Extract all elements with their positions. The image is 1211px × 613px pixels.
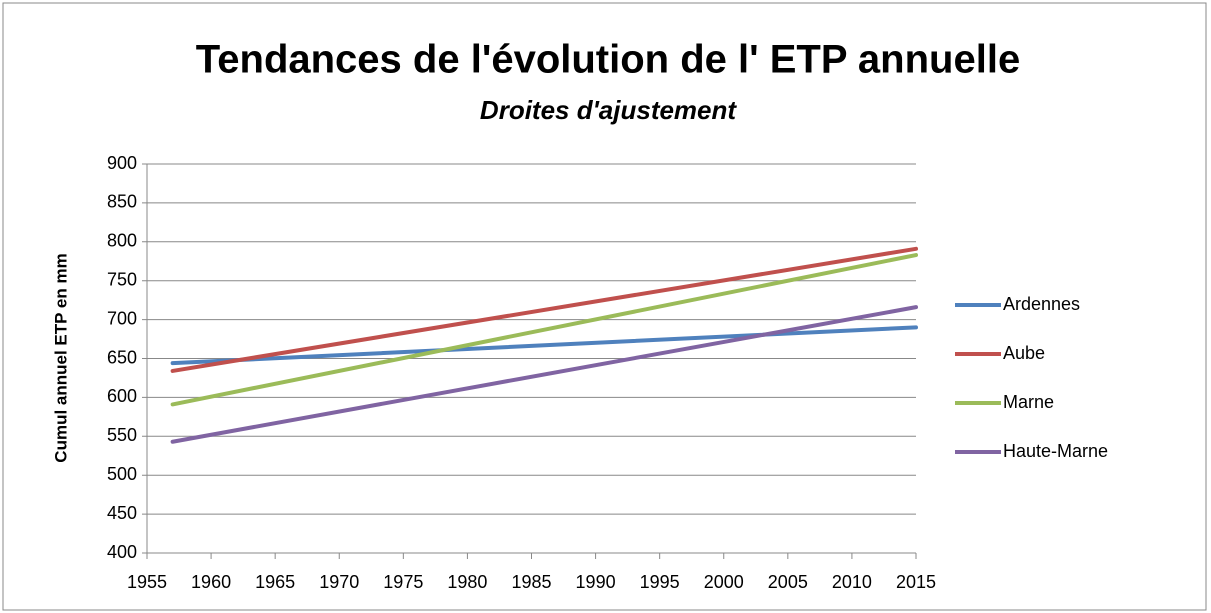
y-tick-label: 600 (107, 386, 137, 406)
x-tick-label: 1995 (640, 572, 680, 592)
x-tick-label: 1985 (511, 572, 551, 592)
x-tick-label: 1970 (319, 572, 359, 592)
y-tick-label: 750 (107, 269, 137, 289)
y-tick-label: 400 (107, 542, 137, 562)
x-tick-label: 2000 (704, 572, 744, 592)
line-series (170, 305, 918, 444)
x-tick-label: 2005 (768, 572, 808, 592)
line-series (170, 253, 918, 407)
x-tick-label: 2010 (832, 572, 872, 592)
legend-label: Ardennes (1003, 294, 1080, 314)
y-tick-label: 850 (107, 192, 137, 212)
x-tick-label: 1960 (191, 572, 231, 592)
legend-label: Haute-Marne (1003, 441, 1108, 461)
y-axis-label: Cumul annuel ETP en mm (51, 253, 70, 462)
legend-label: Marne (1003, 392, 1054, 412)
y-tick-label: 800 (107, 231, 137, 251)
x-tick-label: 1955 (127, 572, 167, 592)
y-tick-label: 700 (107, 308, 137, 328)
x-tick-label: 1965 (255, 572, 295, 592)
x-tick-label: 1975 (383, 572, 423, 592)
y-tick-label: 450 (107, 503, 137, 523)
y-tick-label: 900 (107, 153, 137, 173)
line-series (170, 246, 918, 373)
legend-label: Aube (1003, 343, 1045, 363)
x-tick-label: 2015 (896, 572, 936, 592)
y-tick-label: 650 (107, 347, 137, 367)
y-tick-label: 550 (107, 425, 137, 445)
x-tick-label: 1980 (447, 572, 487, 592)
chart-subtitle: Droites d'ajustement (480, 95, 737, 125)
y-tick-label: 500 (107, 464, 137, 484)
line-series (170, 325, 918, 366)
chart-title: Tendances de l'évolution de l' ETP annue… (196, 38, 1020, 82)
x-tick-label: 1990 (576, 572, 616, 592)
